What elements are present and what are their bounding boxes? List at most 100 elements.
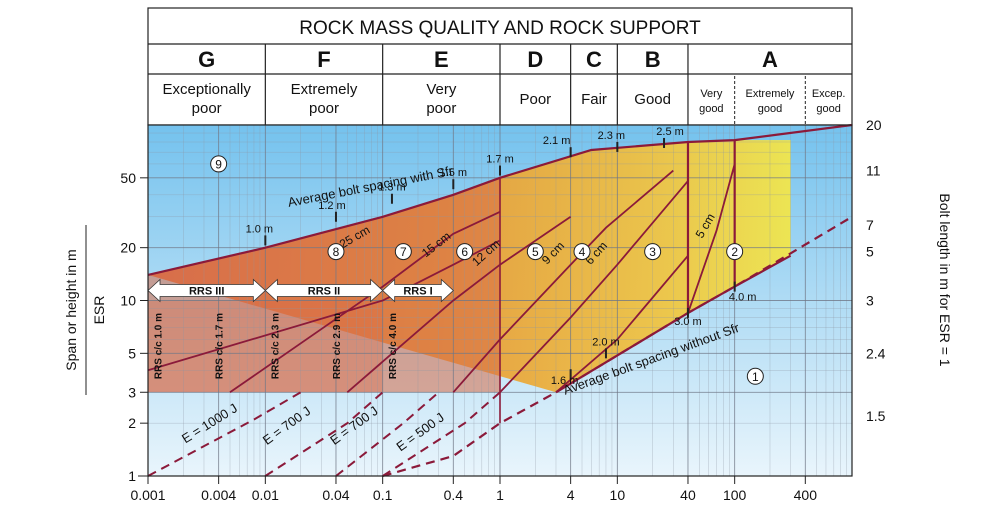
quality-label: Extremely: [746, 88, 795, 100]
x-tick-label: 0.1: [373, 487, 393, 503]
x-tick-label: 0.004: [201, 487, 236, 503]
quality-label: poor: [192, 100, 222, 117]
category-label: 9: [215, 157, 222, 171]
x-tick-label: 10: [610, 487, 626, 503]
y-tick-label: 2: [128, 415, 136, 431]
quality-label: Extremely: [291, 81, 358, 98]
quality-label: poor: [426, 100, 456, 117]
category-label: 8: [333, 245, 340, 259]
x-tick-label: 0.4: [444, 487, 464, 503]
support-lower-edge: [555, 254, 792, 394]
quality-label: Very: [426, 81, 457, 98]
quality-label: Very: [700, 88, 723, 100]
quality-label: Poor: [519, 91, 551, 108]
rrs-band-label: RRS III: [189, 286, 224, 298]
class-letter: G: [198, 47, 215, 72]
spacing-label: 1.0 m: [246, 223, 274, 235]
energy-curve: [382, 391, 501, 477]
quality-label: good: [699, 103, 723, 115]
quality-label: good: [816, 103, 840, 115]
y-tick-label: 50: [120, 170, 136, 186]
category-circle: [526, 243, 544, 261]
spacing-label: 4.0 m: [729, 292, 757, 304]
y-axis-denominator: ESR: [91, 296, 107, 325]
rrs-band-label: RRS II: [308, 286, 340, 298]
spacing-label: 1.6 m: [551, 375, 579, 387]
thickness-boundary: [555, 180, 689, 393]
spacing-label: 2.1 m: [543, 135, 571, 147]
x-tick-label: 4: [567, 487, 575, 503]
category-circle: [726, 243, 744, 261]
class-letter: F: [317, 47, 330, 72]
right-tick-label: 5: [866, 244, 874, 260]
class-letter: A: [762, 47, 778, 72]
right-tick-label: 11: [866, 163, 881, 179]
thickness-boundary: [147, 239, 501, 372]
y-tick-label: 20: [120, 240, 136, 256]
rrs-arrow: [382, 278, 454, 303]
quality-label: Fair: [581, 91, 607, 108]
class-letter: C: [586, 47, 602, 72]
curve-with-sfr: [147, 123, 853, 276]
x-tick-label: 0.04: [322, 487, 349, 503]
category-circle: [210, 155, 228, 173]
x-tick-label: 0.001: [130, 487, 165, 503]
page-title: ROCK MASS QUALITY AND ROCK SUPPORT: [299, 18, 701, 39]
y-tick-label: 5: [128, 345, 136, 361]
spacing-label: 3.0 m: [674, 316, 702, 328]
energy-curve: [264, 391, 384, 477]
y-axis-label: Span or height in m: [63, 249, 79, 370]
rrs-spacing-label: RRS c/c 4.0 m: [388, 313, 399, 379]
quality-label: Exceptionally: [162, 81, 251, 98]
thickness-boundary: [687, 163, 736, 314]
class-letter: D: [527, 47, 543, 72]
spacing-label: 2.5 m: [656, 126, 684, 138]
category-label: 7: [400, 245, 407, 259]
spacing-label: 2.0 m: [592, 336, 620, 348]
category-circle: [573, 243, 591, 261]
right-tick-label: 7: [866, 217, 874, 233]
quality-label: good: [758, 103, 782, 115]
category-circle: [746, 367, 764, 385]
rrs-spacing-label: RRS c/c 2.9 m: [332, 313, 343, 379]
category-circle: [456, 243, 474, 261]
quality-label: poor: [309, 100, 339, 117]
x-tick-label: 100: [723, 487, 747, 503]
spacing-label: 1.7 m: [486, 154, 514, 166]
right-tick-label: 3: [866, 293, 874, 309]
thickness-boundary: [229, 210, 501, 394]
thickness-boundary: [452, 169, 674, 393]
y-tick-label: 10: [120, 293, 136, 309]
right-tick-label: 2.4: [866, 345, 886, 361]
rrs-band-label: RRS I: [403, 286, 432, 298]
category-circle: [394, 243, 412, 261]
category-circle: [644, 243, 662, 261]
spacing-label: 2.3 m: [598, 130, 626, 142]
category-label: 6: [461, 245, 468, 259]
x-tick-label: 1: [496, 487, 504, 503]
category-label: 4: [579, 245, 586, 259]
category-label: 3: [649, 245, 656, 259]
thickness-boundary: [499, 180, 689, 393]
category-label: 1: [752, 370, 759, 384]
x-tick-label: 400: [794, 487, 818, 503]
category-label: 5: [532, 245, 539, 259]
spacing-label: 1.3 m: [378, 182, 406, 194]
y-tick-label: 1: [128, 468, 136, 484]
rrs-spacing-label: RRS c/c 1.0 m: [153, 313, 164, 379]
rrs-spacing-label: RRS c/c 1.7 m: [215, 313, 226, 379]
category-label: 2: [731, 245, 738, 259]
energy-curve: [147, 391, 302, 477]
right-tick-label: 20: [866, 117, 882, 133]
right-tick-label: 1.5: [866, 408, 886, 424]
quality-label: Excep.: [812, 88, 846, 100]
thickness-boundary: [346, 216, 572, 393]
quality-label: Good: [634, 91, 671, 108]
spacing-label: 1.2 m: [318, 200, 346, 212]
x-tick-label: 40: [680, 487, 696, 503]
rrs-spacing-label: RRS c/c 2.3 m: [271, 313, 282, 379]
class-letter: B: [645, 47, 661, 72]
spacing-label: 1.5 m: [440, 167, 468, 179]
